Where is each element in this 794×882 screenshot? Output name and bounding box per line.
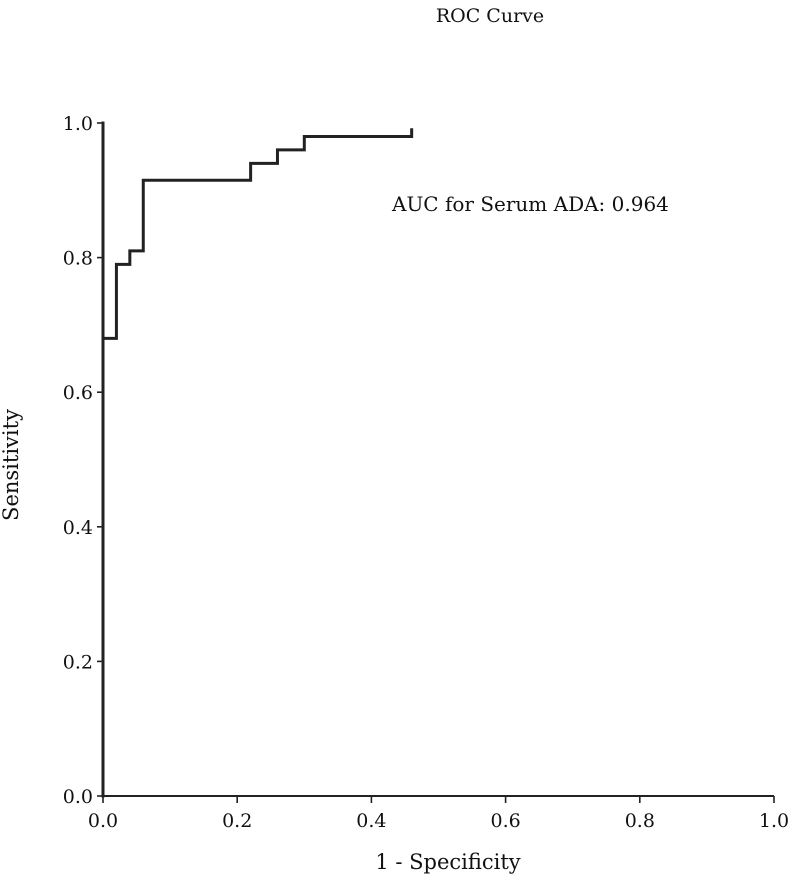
y-tick-label: 0.6 bbox=[63, 382, 93, 404]
auc-annotation: AUC for Serum ADA: 0.964 bbox=[391, 192, 669, 216]
roc-series-line bbox=[101, 121, 414, 798]
y-axis-label: Sensitivity bbox=[0, 409, 23, 521]
y-tick-label: 0.0 bbox=[63, 786, 93, 808]
x-tick-label: 0.4 bbox=[356, 810, 386, 832]
x-tick-label: 0.0 bbox=[88, 810, 118, 832]
y-tick-label: 0.4 bbox=[63, 517, 93, 539]
axes-layer bbox=[102, 123, 774, 797]
x-tick-label: 0.6 bbox=[490, 810, 520, 832]
y-tick-label: 0.2 bbox=[63, 651, 93, 673]
y-tick-label: 1.0 bbox=[63, 113, 93, 135]
series-layer bbox=[101, 121, 414, 798]
x-tick-label: 0.2 bbox=[222, 810, 252, 832]
x-tick-label: 0.8 bbox=[625, 810, 655, 832]
x-tick-label: 1.0 bbox=[759, 810, 789, 832]
ticks-layer: 0.0 0.2 0.4 0.6 0.8 1.0 0.0 0.2 0.4 0.6 0.8 1.0 bbox=[63, 113, 789, 832]
y-tick-label: 0.8 bbox=[63, 248, 93, 270]
x-axis-label: 1 - Specificity bbox=[375, 850, 520, 874]
chart-title: ROC Curve bbox=[436, 5, 544, 27]
